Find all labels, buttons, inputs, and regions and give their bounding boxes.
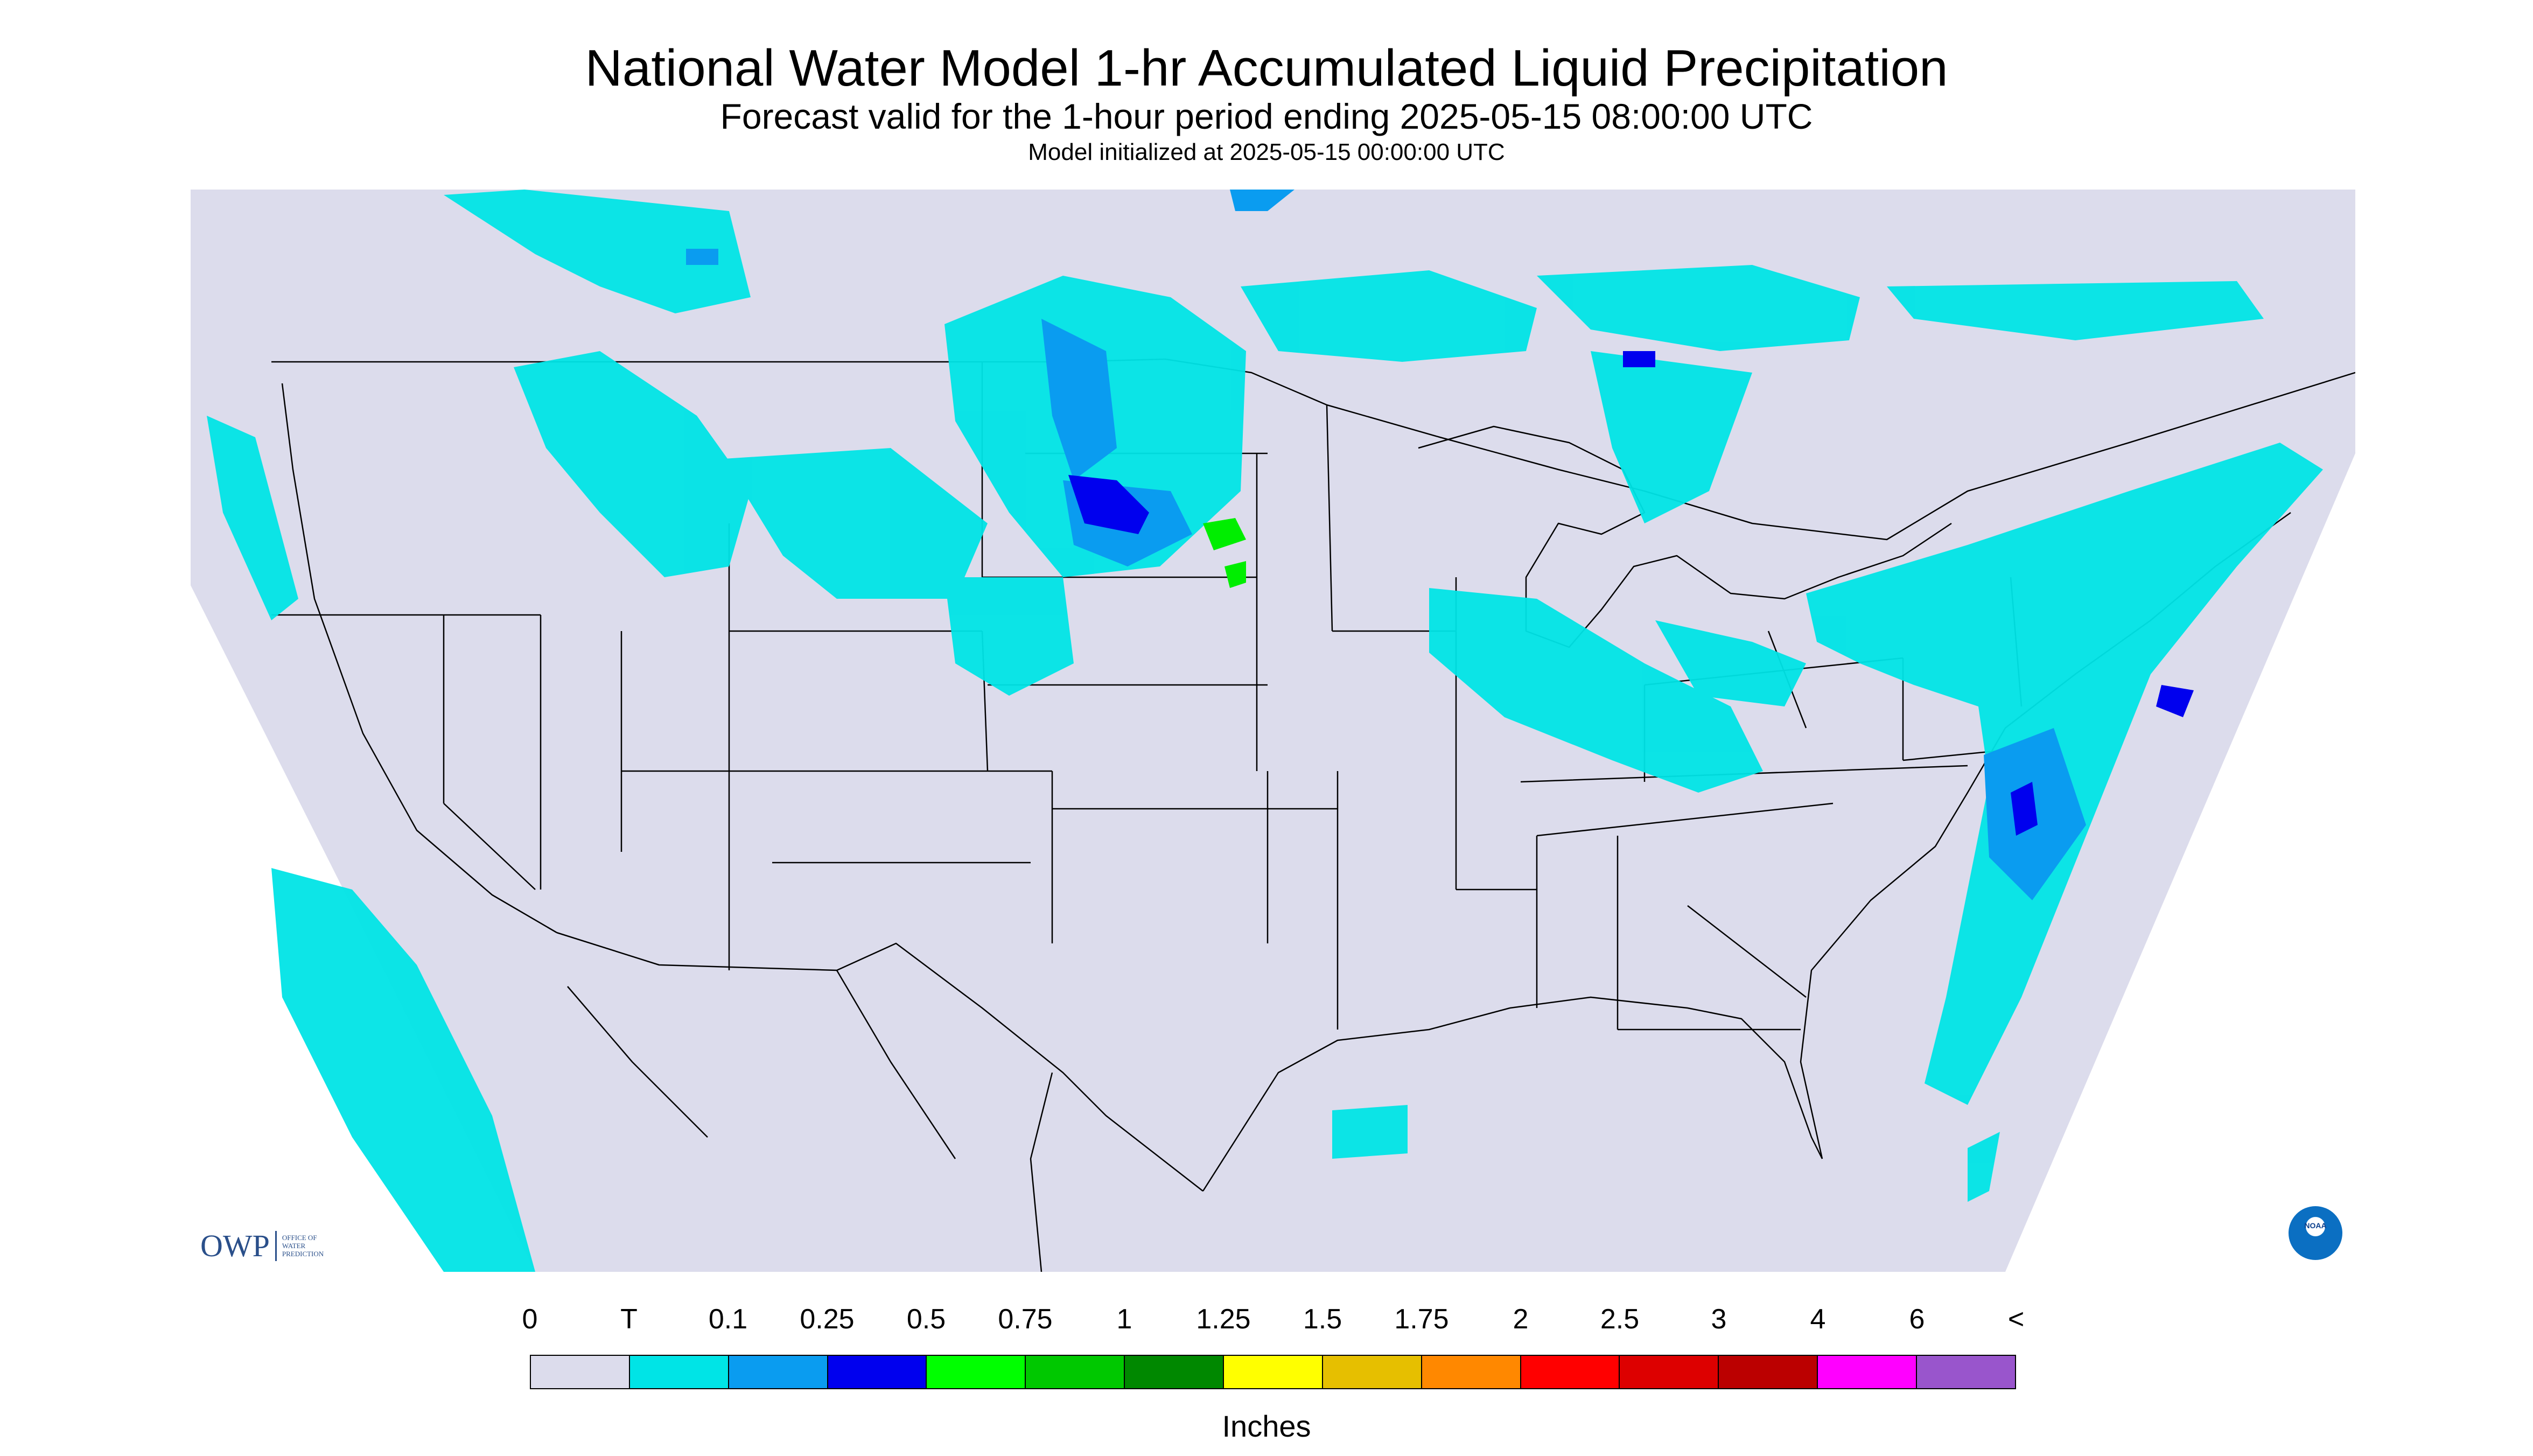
- state-lines-west: [271, 523, 1053, 970]
- legend-label: 0.1: [708, 1304, 748, 1335]
- legend-swatch: [1026, 1356, 1125, 1388]
- legend-label: 1.75: [1394, 1304, 1449, 1335]
- legend-labels: 0 T 0.1 0.25 0.5 0.75 1 1.25 1.5 1.75 2 2.5 3 4 6 <: [0, 1303, 2533, 1341]
- map-subtitle: Forecast valid for the 1-hour period end…: [720, 96, 1813, 136]
- precipitation-map: [191, 190, 2355, 1272]
- gulf-coast: [1202, 996, 1823, 1192]
- legend-swatch: [629, 1356, 729, 1388]
- precip-blue: [1068, 351, 2194, 836]
- legend-label: 2.5: [1600, 1304, 1640, 1335]
- legend-label: 4: [1810, 1304, 1826, 1335]
- legend-swatch: [1917, 1356, 2015, 1388]
- legend-color-bar: [530, 1355, 2016, 1389]
- legend-swatch: [1323, 1356, 1422, 1388]
- legend-swatch: [1224, 1356, 1323, 1388]
- legend-label: 1.5: [1303, 1304, 1342, 1335]
- legend-label: 6: [1909, 1304, 1925, 1335]
- legend-label: 0.25: [800, 1304, 855, 1335]
- map-title: National Water Model 1-hr Accumulated Li…: [585, 39, 1948, 97]
- legend-swatch: [1125, 1356, 1224, 1388]
- legend-label: 1.25: [1196, 1304, 1251, 1335]
- legend-units: Inches: [1222, 1409, 1311, 1443]
- legend-swatch: [1719, 1356, 1818, 1388]
- us-coastline-pacific: [281, 383, 557, 934]
- legend-swatch: [729, 1356, 828, 1388]
- mexico-lines: [567, 970, 1053, 1272]
- model-init-text: Model initialized at 2025-05-15 00:00:00…: [1028, 139, 1505, 165]
- legend-label: 0: [522, 1304, 538, 1335]
- legend-label: 1: [1116, 1304, 1132, 1335]
- owp-logo-text: OFFICE OF WATER PREDICTION: [282, 1234, 324, 1258]
- legend-swatch: [531, 1356, 630, 1388]
- legend-swatch: [1422, 1356, 1521, 1388]
- legend-label: 2: [1513, 1304, 1529, 1335]
- precip-green: [1203, 518, 1246, 588]
- legend-swatch: [828, 1356, 927, 1388]
- owp-logo-mark: OWP: [200, 1228, 270, 1263]
- legend-swatch: [1620, 1356, 1719, 1388]
- legend-swatch: [1818, 1356, 1918, 1388]
- legend-label: 0.75: [998, 1304, 1053, 1335]
- owp-logo-divider: [275, 1230, 277, 1261]
- legend-label: <: [2007, 1304, 2025, 1335]
- legend-label: 0.5: [906, 1304, 946, 1335]
- us-mexico-border: [556, 932, 1203, 1192]
- legend-label: T: [620, 1304, 638, 1335]
- legend-swatch: [1521, 1356, 1620, 1388]
- noaa-logo: NOAA: [2289, 1206, 2342, 1260]
- owp-logo: OWP OFFICE OF WATER PREDICTION: [200, 1228, 324, 1264]
- legend-swatch: [927, 1356, 1026, 1388]
- legend-label: 3: [1711, 1304, 1727, 1335]
